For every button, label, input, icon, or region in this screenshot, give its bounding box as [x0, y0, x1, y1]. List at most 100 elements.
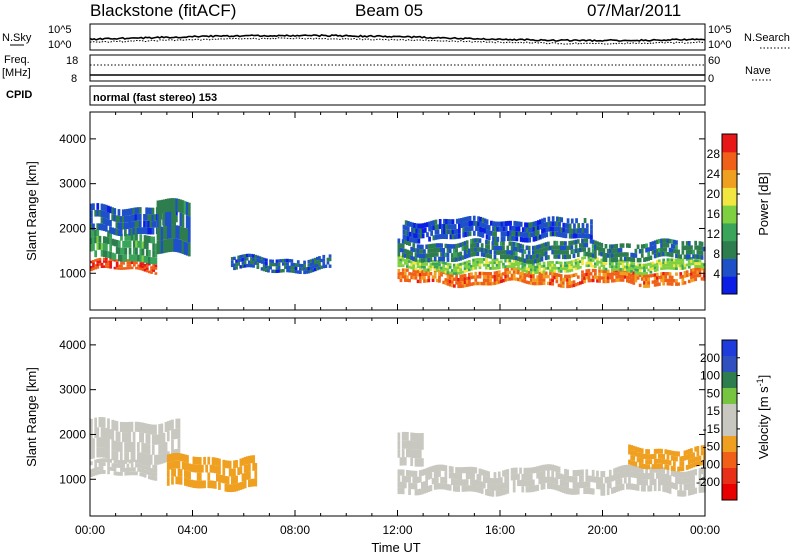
scatter-cell [519, 248, 522, 253]
scatter-cell [468, 272, 471, 277]
scatter-cell [250, 264, 253, 268]
scatter-cell [455, 218, 459, 224]
scatter-cell [687, 483, 691, 490]
scatter-cell [570, 280, 574, 285]
scatter-cell [446, 282, 450, 286]
scatter-cell [690, 488, 693, 495]
scatter-cell [485, 253, 488, 258]
scatter-cell [461, 270, 465, 274]
scatter-cell [670, 248, 674, 253]
scatter-cell [241, 254, 245, 258]
scatter-cell [404, 225, 408, 231]
scatter-cell [649, 255, 653, 260]
scatter-cell [406, 265, 409, 268]
date-title: 07/Mar/2011 [587, 1, 681, 20]
scatter-cell [636, 457, 640, 463]
scatter-cell [111, 440, 115, 451]
scatter-cell [425, 272, 429, 276]
scatter-cell [568, 228, 572, 234]
scatter-cell [440, 266, 443, 270]
scatter-cell [173, 211, 177, 225]
scatter-cell [171, 211, 174, 225]
scatter-cell [138, 220, 142, 228]
scatter-cell [205, 464, 209, 473]
scatter-cell [476, 238, 480, 243]
scatter-cell [566, 488, 569, 495]
scatter-cell [164, 442, 168, 453]
scatter-cell [120, 233, 123, 241]
scatter-cell [436, 224, 440, 230]
scatter-cell [694, 270, 698, 275]
scatter-cell [145, 269, 149, 273]
scatter-cell [502, 482, 505, 489]
scatter-cell [117, 209, 121, 216]
colorbar-segment [722, 187, 737, 206]
scatter-cell [148, 475, 151, 480]
scatter-cell [547, 261, 550, 264]
scatter-cell [147, 221, 151, 228]
scatter-cell [538, 275, 542, 279]
scatter-cell [397, 243, 401, 248]
scatter-cell [122, 240, 125, 248]
colorbar-tick-label: 28 [707, 147, 721, 161]
scatter-cell [399, 481, 403, 488]
scatter-cell [286, 265, 289, 269]
scatter-cell [698, 265, 702, 268]
scatter-cell [583, 247, 587, 252]
scatter-cell [636, 271, 640, 275]
scatter-cell [668, 487, 672, 494]
scatter-cell [655, 262, 659, 266]
scatter-cell [497, 280, 501, 284]
scatter-cell [510, 265, 514, 269]
scatter-cell [322, 261, 326, 265]
scatter-cell [455, 281, 458, 285]
scatter-cell [152, 468, 156, 473]
scatter-cell [241, 457, 245, 466]
scatter-cell [211, 465, 215, 473]
scatter-cell [138, 213, 142, 221]
scatter-cell [702, 266, 706, 269]
scatter-cell [681, 267, 685, 270]
scatter-cell [476, 474, 480, 481]
scatter-cell [638, 458, 642, 463]
scatter-cell [154, 476, 158, 481]
scatter-cell [585, 261, 589, 265]
scatter-cell [151, 207, 155, 215]
scatter-cell [500, 226, 504, 232]
scatter-cell [485, 275, 488, 279]
scatter-cell [286, 262, 289, 266]
scatter-cell [643, 272, 646, 275]
scatter-cell [696, 245, 700, 250]
scatter-cell [497, 277, 501, 281]
scatter-cell [557, 472, 561, 479]
scatter-cell [173, 453, 177, 461]
scatter-cell [450, 478, 454, 485]
scatter-cell [521, 244, 525, 249]
scatter-cell [615, 265, 619, 268]
scatter-cell [92, 262, 95, 265]
scatter-cell [574, 482, 578, 489]
scatter-cell [500, 250, 503, 255]
scatter-cell [247, 260, 251, 264]
scatter-cell [645, 274, 648, 278]
scatter-cell [587, 261, 591, 265]
scatter-cell [540, 278, 544, 282]
scatter-cell [290, 259, 294, 263]
freq-ytick-bottom-left: 8 [71, 73, 77, 85]
scatter-cell [619, 271, 623, 275]
scatter-cell [117, 240, 121, 248]
scatter-cell [491, 258, 495, 262]
scatter-cell [640, 263, 644, 267]
scatter-cell [529, 479, 533, 487]
ytick-label: 4000 [59, 338, 86, 352]
scatter-cell [187, 243, 191, 257]
scatter-cell [122, 468, 125, 472]
scatter-cell [583, 251, 587, 257]
scatter-cell [655, 276, 659, 280]
scatter-cell [141, 452, 145, 463]
scatter-cell [275, 269, 279, 273]
scatter-cell [506, 245, 510, 251]
scatter-cell [475, 221, 478, 226]
scatter-cell [551, 477, 555, 484]
scatter-cell [130, 452, 134, 463]
